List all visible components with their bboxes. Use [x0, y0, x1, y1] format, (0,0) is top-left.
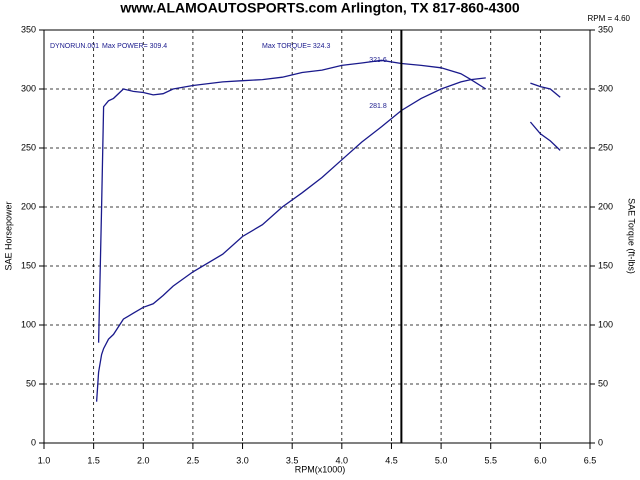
x-tick-label: 4.0 — [336, 455, 349, 465]
annotation: Max POWER= 309.4 — [102, 43, 167, 50]
y-tick-label: 150 — [21, 260, 36, 270]
x-tick-label: 2.0 — [137, 455, 150, 465]
annotation: 281.8 — [369, 103, 387, 110]
x-tick-label: 6.0 — [534, 455, 547, 465]
y-tick-label: 300 — [21, 83, 36, 93]
chart-title: www.ALAMOAUTOSPORTS.com Arlington, TX 81… — [119, 0, 520, 16]
y2-tick-label: 200 — [598, 201, 613, 211]
annotation: Max TORQUE= 324.3 — [262, 43, 331, 50]
x-tick-label: 1.0 — [38, 455, 51, 465]
x-axis-label: RPM(x1000) — [295, 464, 346, 474]
y-tick-label: 100 — [21, 319, 36, 329]
x-tick-label: 3.5 — [286, 455, 299, 465]
y2-tick-label: 350 — [598, 24, 613, 34]
y-tick-label: 200 — [21, 201, 36, 211]
y2-tick-label: 50 — [598, 378, 608, 388]
rpm-cursor-label: RPM = 4.60 — [588, 14, 631, 23]
y-tick-label: 0 — [31, 437, 36, 447]
y2-tick-label: 150 — [598, 260, 613, 270]
y2-tick-label: 300 — [598, 83, 613, 93]
x-tick-label: 1.5 — [87, 455, 100, 465]
x-tick-label: 4.5 — [385, 455, 398, 465]
annotation: DYNORUN.001 — [50, 43, 99, 50]
x-tick-label: 5.0 — [435, 455, 448, 465]
y2-tick-label: 0 — [598, 437, 603, 447]
y2-tick-label: 250 — [598, 142, 613, 152]
data-line — [95, 77, 561, 402]
y-tick-label: 250 — [21, 142, 36, 152]
annotation: 321.6 — [369, 57, 387, 64]
x-tick-label: 2.5 — [187, 455, 200, 465]
y-tick-label: 50 — [26, 378, 36, 388]
x-tick-label: 6.5 — [584, 455, 597, 465]
x-tick-label: 5.5 — [484, 455, 497, 465]
y2-tick-label: 100 — [598, 319, 613, 329]
y-tick-label: 350 — [21, 24, 36, 34]
data-line — [97, 59, 561, 343]
plot-frame — [43, 29, 591, 444]
y-axis-label: SAE Horsepower — [3, 201, 13, 270]
y2-axis-label: SAE Torque (ft-lbs) — [627, 198, 637, 274]
x-tick-label: 3.0 — [236, 455, 249, 465]
